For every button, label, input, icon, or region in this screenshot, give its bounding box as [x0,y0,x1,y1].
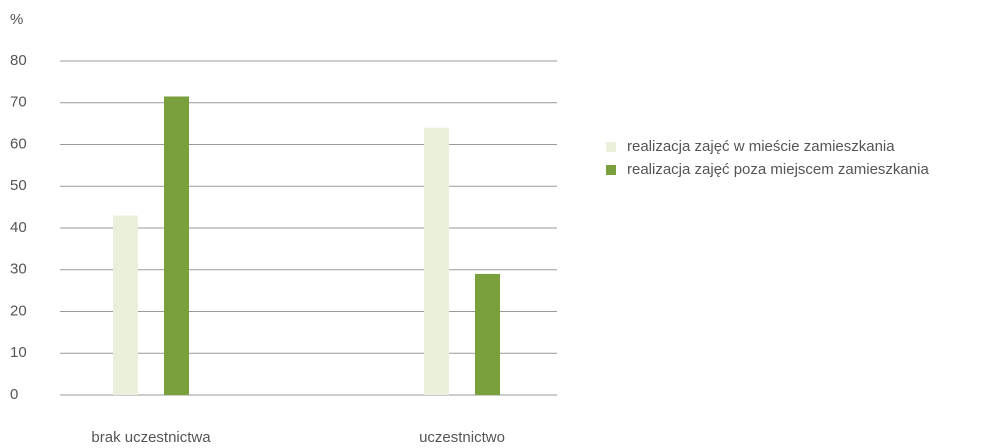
legend-swatch [606,142,616,152]
y-tick-label: 40 [10,219,27,236]
y-tick-label: 10 [10,344,27,361]
legend-label: realizacja zajęć poza miejscem zamieszka… [627,161,929,178]
y-tick-label: 0 [10,386,18,403]
y-tick-label: 50 [10,177,27,194]
x-tick-label: brak uczestnictwa [91,429,211,446]
legend-swatch [606,165,616,175]
bar [113,215,138,395]
y-tick-label: 30 [10,261,27,278]
y-tick-label: 60 [10,135,27,152]
bar [164,96,189,396]
y-tick-label: 70 [10,94,27,111]
bar [475,273,500,395]
y-tick-label: 20 [10,302,27,319]
x-tick-label: uczestnictwo [419,429,505,446]
bar [424,127,449,396]
legend-label: realizacja zajęć w mieście zamieszkania [627,138,895,155]
y-tick-label: 80 [10,52,27,69]
y-axis-label: % [10,11,23,28]
